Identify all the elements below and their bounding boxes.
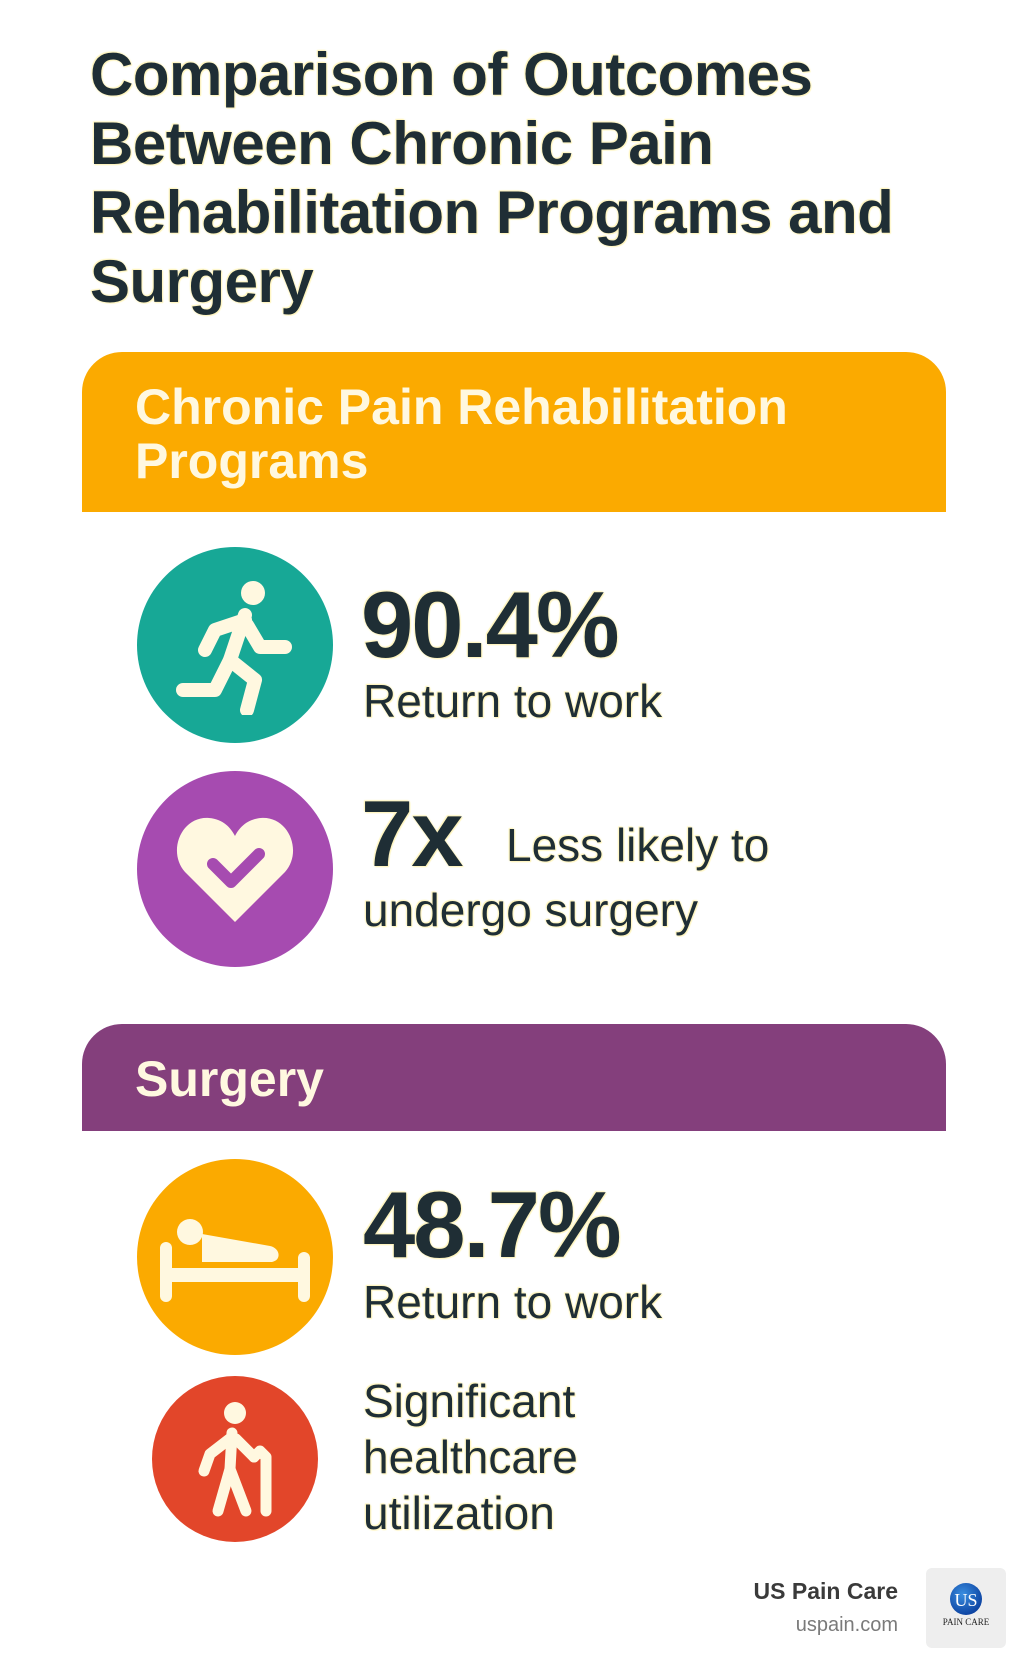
stat-label-line: Significant	[363, 1375, 576, 1427]
stat-value: 90.4%	[361, 572, 620, 677]
footer-brand: US Pain Care	[753, 1578, 898, 1604]
footer-url[interactable]: uspain.com	[795, 1614, 898, 1636]
person-with-cane-icon	[152, 1376, 318, 1542]
stat-label: undergo surgery	[363, 884, 698, 936]
page-title: Comparison of Outcomes Between Chronic P…	[90, 41, 894, 315]
brand-logo: US PAIN CARE	[926, 1568, 1006, 1648]
heart-check-icon	[137, 771, 333, 967]
stat-value: 48.7%	[363, 1172, 622, 1277]
stat-value: 7x	[361, 781, 464, 886]
stat-label: Return to work	[363, 1276, 663, 1328]
section-heading: Chronic Pain Rehabilitation Programs	[135, 379, 788, 489]
running-person-icon	[137, 547, 333, 743]
stat-label: Return to work	[363, 675, 663, 727]
section-heading: Surgery	[135, 1051, 324, 1107]
stat-label-inline: Less likely to	[506, 819, 770, 871]
stat-label-line: utilization	[363, 1487, 555, 1539]
section-header-surgery: Surgery	[82, 1024, 946, 1131]
section-header-rehab: Chronic Pain Rehabilitation Programs	[82, 352, 946, 512]
bed-patient-icon	[137, 1159, 333, 1355]
svg-text:US: US	[954, 1590, 977, 1610]
stat-label-line: healthcare	[363, 1431, 578, 1483]
svg-text:PAIN CARE: PAIN CARE	[943, 1617, 990, 1627]
